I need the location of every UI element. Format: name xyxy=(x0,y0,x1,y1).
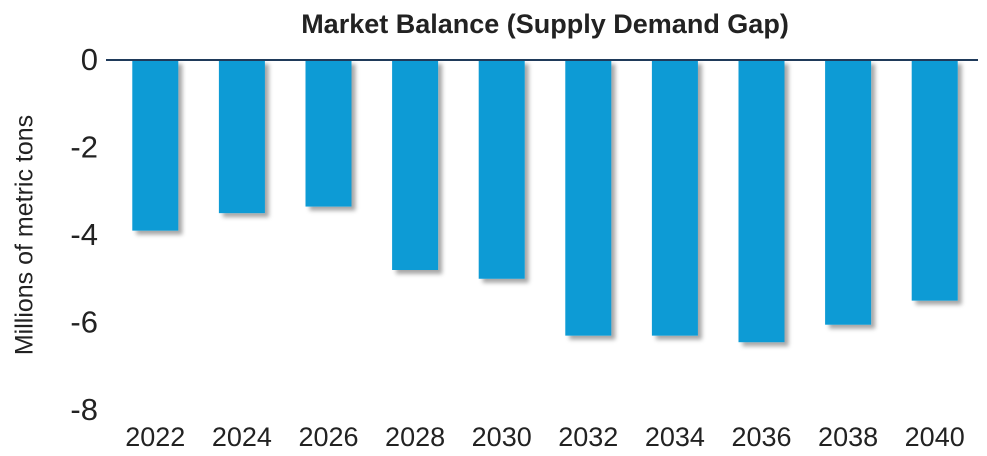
x-tick-label: 2022 xyxy=(125,422,185,452)
chart-title: Market Balance (Supply Demand Gap) xyxy=(301,9,789,39)
bar xyxy=(305,60,352,207)
bar xyxy=(738,60,785,343)
x-tick-label: 2040 xyxy=(905,422,965,452)
bar xyxy=(565,60,612,336)
y-tick-label: 0 xyxy=(81,42,98,77)
bar xyxy=(911,60,958,301)
bar xyxy=(218,60,265,214)
x-tick-label: 2034 xyxy=(645,422,705,452)
x-tick-label: 2038 xyxy=(818,422,878,452)
x-tick-label: 2026 xyxy=(298,422,358,452)
y-tick-label: -6 xyxy=(70,305,98,340)
bar xyxy=(825,60,872,325)
bar xyxy=(392,60,439,270)
x-tick-label: 2030 xyxy=(472,422,532,452)
y-tick-label: -4 xyxy=(70,217,98,252)
y-tick-label: -2 xyxy=(70,130,98,165)
y-axis-label: Millions of metric tons xyxy=(11,115,39,355)
bar xyxy=(478,60,525,279)
x-tick-label: 2032 xyxy=(558,422,618,452)
bar xyxy=(132,60,179,231)
x-tick-label: 2036 xyxy=(731,422,791,452)
y-tick-label: -8 xyxy=(70,392,98,427)
x-tick-label: 2028 xyxy=(385,422,445,452)
x-tick-label: 2024 xyxy=(212,422,272,452)
bar xyxy=(651,60,698,336)
